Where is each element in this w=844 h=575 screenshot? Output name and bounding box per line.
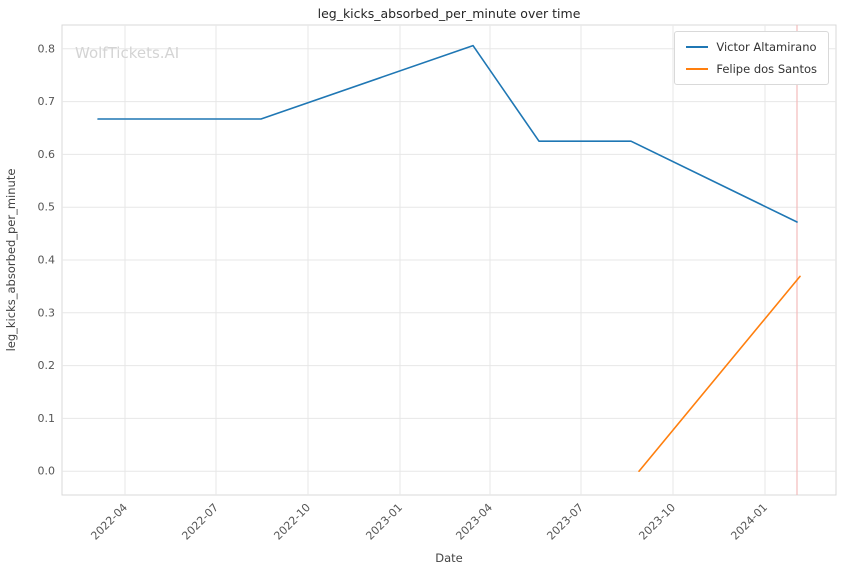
y-tick-label: 0.5 bbox=[38, 201, 56, 214]
x-tick-label: 2022-10 bbox=[271, 501, 313, 543]
y-tick-label: 0.1 bbox=[38, 412, 56, 425]
chart-title: leg_kicks_absorbed_per_minute over time bbox=[318, 6, 581, 21]
x-tick-label: 2023-07 bbox=[544, 501, 586, 543]
y-tick-label: 0.7 bbox=[38, 95, 56, 108]
x-tick-label: 2023-04 bbox=[453, 501, 495, 543]
watermark: WolfTickets.AI bbox=[75, 44, 179, 62]
y-tick-label: 0.2 bbox=[38, 359, 56, 372]
x-tick-label: 2023-10 bbox=[636, 501, 678, 543]
x-axis-label: Date bbox=[435, 551, 463, 565]
legend-item-victor-altamirano: Victor Altamirano bbox=[686, 40, 817, 54]
legend-label: Victor Altamirano bbox=[716, 40, 817, 54]
y-tick-label: 0.6 bbox=[38, 148, 56, 161]
y-tick-label: 0.3 bbox=[38, 306, 56, 319]
legend-line-swatch-felipe-dos-santos bbox=[686, 68, 709, 70]
plot-generated-layer: 0.0 0.1 0.2 0.3 0.4 0.5 0.6 0.7 0.8 2022-04 2022-0… bbox=[38, 24, 837, 543]
x-tick-label: 2022-04 bbox=[88, 501, 130, 543]
y-tick-label: 0.8 bbox=[38, 42, 56, 55]
y-axis-label: leg_kicks_absorbed_per_minute bbox=[4, 169, 18, 352]
x-tick-label: 2023-01 bbox=[363, 501, 405, 543]
y-tick-label: 0.4 bbox=[38, 254, 56, 267]
legend-label: Felipe dos Santos bbox=[716, 62, 817, 76]
series-line-felipe-dos-santos bbox=[638, 275, 801, 473]
y-tick-label: 0.0 bbox=[38, 465, 56, 478]
legend-item-felipe-dos-santos: Felipe dos Santos bbox=[686, 62, 817, 76]
series-line-victor-altamirano bbox=[97, 44, 798, 223]
legend-line-swatch-victor-altamirano bbox=[686, 46, 709, 48]
legend: Victor Altamirano Felipe dos Santos bbox=[674, 31, 829, 85]
x-tick-label: 2024-01 bbox=[728, 501, 770, 543]
x-tick-label: 2022-07 bbox=[179, 501, 221, 543]
